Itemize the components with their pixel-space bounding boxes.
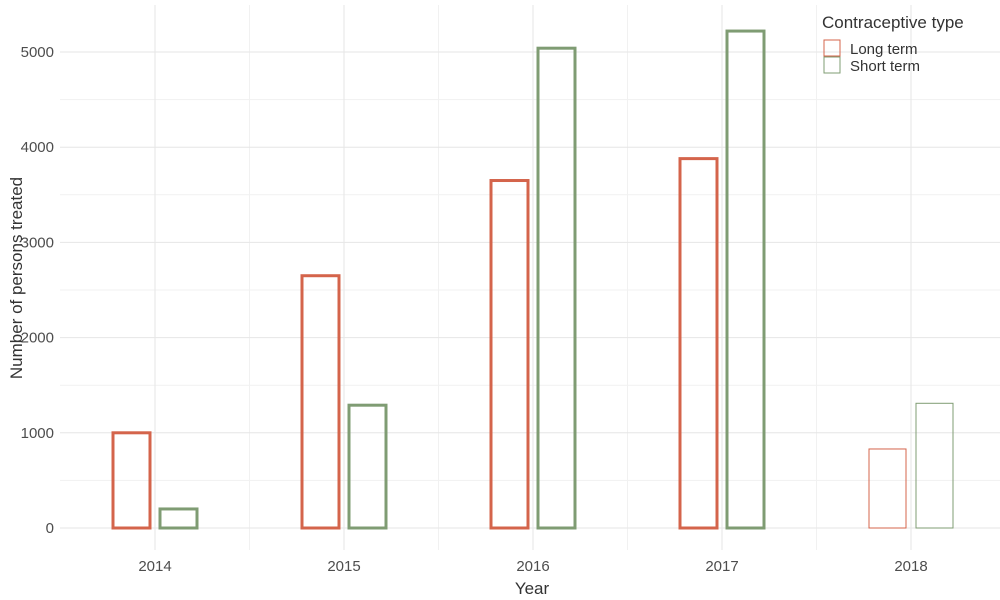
y-tick-label: 0 <box>46 520 54 537</box>
bar-long-term-2018 <box>868 448 907 529</box>
legend-key-long-term <box>823 39 841 57</box>
y-axis-title: Number of persons treated <box>7 177 26 379</box>
x-tick-label: 2017 <box>705 558 738 575</box>
x-axis-ticks: 2014 2015 2016 2017 2018 <box>138 558 927 575</box>
bar-short-term-2018 <box>915 402 954 529</box>
legend-title: Contraceptive type <box>822 13 964 32</box>
legend-label-long-term: Long term <box>850 41 918 58</box>
x-axis-title: Year <box>515 579 550 598</box>
legend: Contraceptive type Long term Short term <box>822 13 964 75</box>
x-tick-label: 2018 <box>894 558 927 575</box>
bars <box>111 29 954 530</box>
x-tick-label: 2014 <box>138 558 171 575</box>
bar-long-term-2016 <box>489 179 530 530</box>
y-tick-label: 5000 <box>21 44 54 61</box>
bar-long-term-2014 <box>111 431 152 530</box>
y-tick-label: 3000 <box>21 234 54 251</box>
y-tick-label: 1000 <box>21 425 54 442</box>
grid-lines <box>60 5 1000 550</box>
x-tick-label: 2015 <box>327 558 360 575</box>
bar-short-term-2015 <box>347 403 388 530</box>
x-tick-label: 2016 <box>516 558 549 575</box>
bar-long-term-2017 <box>678 157 719 530</box>
y-tick-label: 4000 <box>21 139 54 156</box>
bar-short-term-2017 <box>725 29 766 530</box>
legend-label-short-term: Short term <box>850 58 920 75</box>
bar-short-term-2016 <box>536 46 577 530</box>
y-axis-ticks: 0 1000 2000 3000 4000 5000 <box>21 44 54 537</box>
bar-long-term-2015 <box>300 274 341 530</box>
bar-short-term-2014 <box>158 507 199 530</box>
legend-key-short-term <box>823 56 841 74</box>
y-tick-label: 2000 <box>21 330 54 347</box>
